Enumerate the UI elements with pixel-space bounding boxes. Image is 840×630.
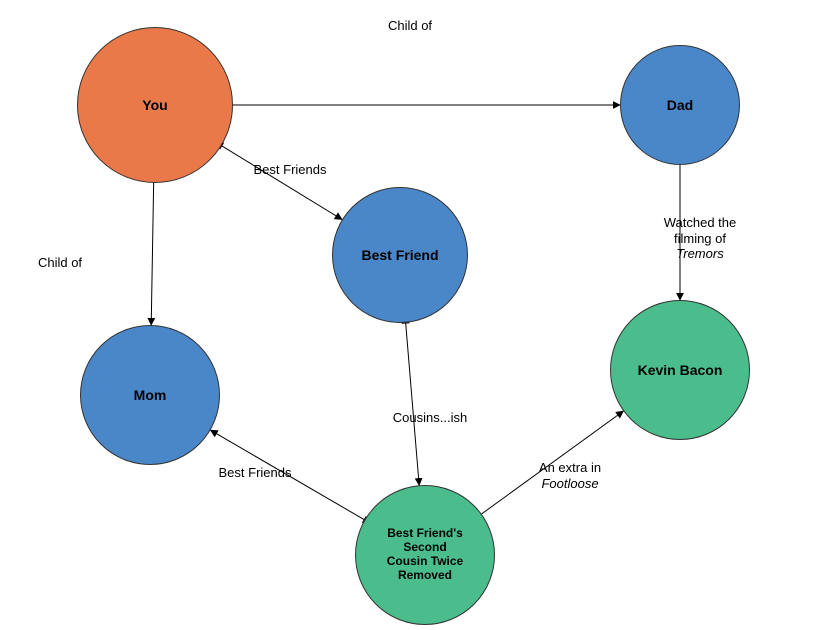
- node-dad: Dad: [620, 45, 740, 165]
- diagram-canvas: You Dad Best Friend Mom Kevin Bacon Best Frie…: [0, 0, 840, 630]
- node-kevin: Kevin Bacon: [610, 300, 750, 440]
- edge-label-dad-kevin: Watched the filming of Tremors: [664, 215, 737, 262]
- node-label: Kevin Bacon: [632, 356, 729, 384]
- edge-label-cousin-kevin: An extra in Footloose: [539, 460, 601, 491]
- node-label: Best Friend's Second Cousin Twice Remove…: [381, 521, 469, 588]
- edge-you-bestfriend: [222, 146, 342, 220]
- edge-label-cousin-mom: Best Friends: [219, 465, 292, 481]
- edge-label-you-bestfriend: Best Friends: [254, 162, 327, 178]
- node-you: You: [77, 27, 233, 183]
- node-label: Dad: [661, 91, 699, 119]
- node-mom: Mom: [80, 325, 220, 465]
- edge-label-you-mom: Child of: [38, 255, 82, 271]
- node-label: Mom: [128, 381, 173, 409]
- node-label: Best Friend: [355, 241, 444, 269]
- edge-label-you-dad: Child of: [388, 18, 432, 34]
- edge-you-mom: [151, 183, 153, 325]
- edge-bestfriend-cousin: [406, 323, 420, 485]
- node-cousin: Best Friend's Second Cousin Twice Remove…: [355, 485, 495, 625]
- node-bestfriend: Best Friend: [332, 187, 468, 323]
- edge-label-bestfriend-cousin: Cousins...ish: [393, 410, 467, 426]
- node-label: You: [136, 91, 173, 119]
